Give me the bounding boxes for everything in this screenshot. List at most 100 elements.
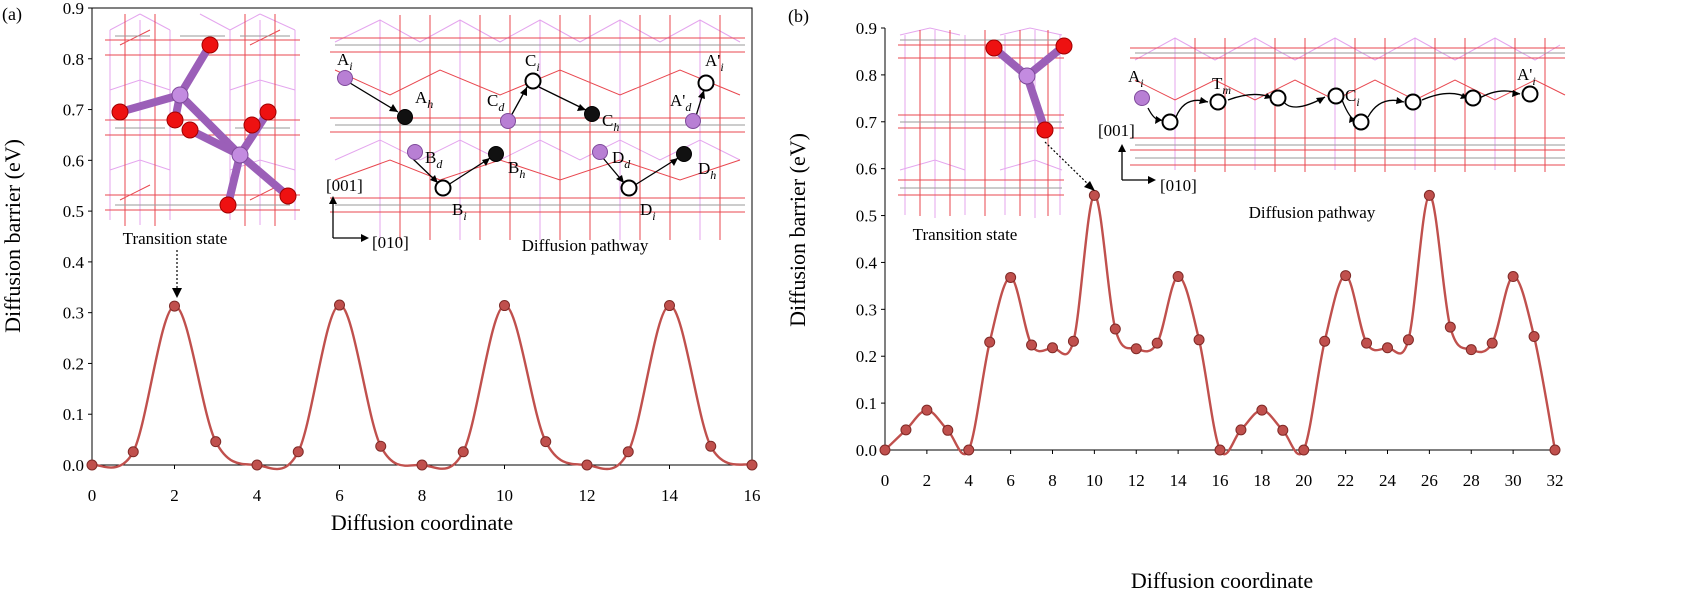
x-tick-label: 8 (1048, 471, 1057, 490)
data-point (1088, 189, 1100, 201)
data-point (1549, 444, 1561, 456)
y-tick-label: 0.7 (63, 101, 85, 120)
y-tick-label: 0.8 (63, 50, 84, 69)
panel-a-plot (86, 299, 758, 471)
data-point (416, 459, 428, 471)
data-point (1130, 343, 1142, 355)
axis-010-label-a: [010] (372, 233, 409, 252)
data-point (169, 300, 180, 312)
panel-a-axes: 0.0 0.1 0.2 0.3 0.4 0.5 0.6 0.7 0.8 0.9 0 2 4 6 8 10 12 1… (63, 0, 761, 505)
transition-state-pointer-head-b (1084, 181, 1095, 191)
y-tick-label: 0.2 (856, 347, 877, 366)
data-point (1465, 344, 1477, 356)
data-point (581, 459, 593, 471)
x-tick-label: 2 (170, 486, 179, 505)
pathway-site-marker (1404, 93, 1422, 111)
x-tick-label: 24 (1379, 471, 1397, 490)
panel-a-label: (a) (2, 4, 22, 25)
pathway-site-label: Ai (1128, 67, 1144, 90)
data-point (1193, 334, 1205, 346)
y-tick-label: 0.3 (63, 304, 84, 323)
y-tick-label: 0.9 (856, 19, 877, 38)
data-point (1172, 271, 1184, 283)
data-point (292, 446, 304, 458)
x-tick-label: 2 (923, 471, 932, 490)
x-tick-label: 14 (661, 486, 679, 505)
panel-b-xlabel: Diffusion coordinate (1131, 568, 1313, 593)
pathway-nodes-a: Ai Ah Bd Bi Bh Cd Ci Ch Dd Di Dh A'd A'i (337, 50, 724, 223)
crystal-axes-b (1118, 144, 1156, 184)
pathway-site-label: Ah (415, 88, 433, 111)
y-tick-label: 0.5 (856, 207, 877, 226)
data-point (921, 404, 933, 416)
pathway-site-label: Ci (1345, 86, 1360, 109)
y-tick-label: 0.4 (856, 253, 878, 272)
pathway-site-marker (434, 179, 452, 197)
y-tick-label: 0.8 (856, 66, 877, 85)
axis-001-label-b: [001] (1098, 121, 1135, 140)
pathway-site-marker (397, 109, 413, 125)
pathway-site-marker (676, 146, 692, 162)
pathway-site-marker (592, 144, 608, 160)
pathway-caption-a: Diffusion pathway (522, 236, 649, 255)
data-point (746, 459, 758, 471)
y-tick-label: 0.0 (63, 456, 84, 475)
y-tick-label: 0.0 (856, 441, 877, 460)
data-point (127, 446, 139, 458)
pathway-site-label: A'd (670, 91, 692, 114)
pathway-site-marker (1161, 113, 1179, 131)
axis-001-label-a: [001] (326, 176, 363, 195)
transition-state-structure-a (103, 13, 301, 226)
data-point (705, 440, 717, 452)
pathway-site-label: Bi (452, 200, 467, 223)
y-tick-label: 0.4 (63, 253, 85, 272)
data-point (1151, 337, 1163, 349)
pathway-arrows-a (349, 82, 705, 186)
y-tick-label: 0.3 (856, 300, 877, 319)
x-tick-label: 28 (1463, 471, 1480, 490)
diffusion-pathway-lattice-a (330, 15, 745, 240)
x-tick-label: 30 (1505, 471, 1522, 490)
pathway-site-label: Ch (602, 111, 619, 134)
data-point (1026, 339, 1038, 351)
x-tick-label: 8 (418, 486, 427, 505)
pathway-site-marker (584, 106, 600, 122)
data-point (963, 444, 975, 456)
pathway-site-marker (1352, 113, 1370, 131)
series-line (91, 303, 753, 471)
data-point (457, 446, 469, 458)
data-point (1340, 270, 1352, 282)
x-tick-label: 0 (881, 471, 890, 490)
x-tick-label: 16 (744, 486, 761, 505)
data-point (1109, 323, 1121, 335)
x-tick-label: 10 (496, 486, 513, 505)
data-point (1382, 342, 1393, 354)
pathway-site-label: Ai (337, 50, 353, 73)
data-point (900, 424, 912, 436)
pathway-site-marker (685, 113, 701, 129)
panel-a-ylabel: Diffusion barrier (eV) (0, 139, 25, 333)
pathway-site-marker (488, 146, 504, 162)
panel-b-plot (879, 189, 1561, 456)
x-tick-label: 12 (579, 486, 596, 505)
data-point (375, 440, 387, 452)
x-tick-label: 22 (1337, 471, 1354, 490)
data-point (1402, 334, 1414, 346)
pathway-site-label: Dd (612, 148, 631, 171)
data-point (1319, 335, 1331, 347)
pathway-site-marker (1521, 85, 1539, 103)
data-point (1528, 331, 1540, 343)
y-tick-label: 0.6 (63, 151, 84, 170)
pathway-site-marker (337, 70, 353, 86)
pathway-site-label: A'i (1517, 65, 1536, 88)
pathway-site-label: A'i (705, 51, 724, 74)
y-tick-label: 0.7 (856, 113, 878, 132)
pathway-site-label: Bd (425, 148, 443, 171)
transition-state-structure-b (896, 27, 1073, 218)
data-point (1067, 335, 1079, 347)
data-point (664, 300, 675, 312)
pathway-site-label: Cd (487, 91, 505, 114)
pathway-site-marker (1209, 93, 1227, 111)
data-point (540, 436, 552, 448)
